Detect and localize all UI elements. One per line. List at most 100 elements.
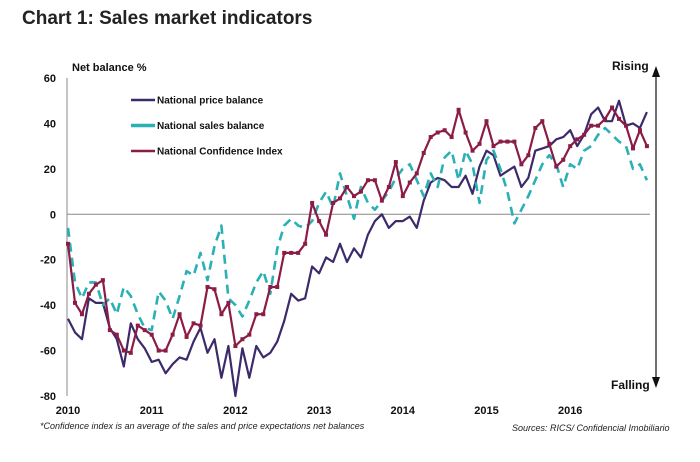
- data-point-national-confidence-index: [582, 132, 587, 137]
- data-point-national-confidence-index: [400, 194, 405, 199]
- data-point-national-confidence-index: [247, 332, 252, 337]
- y-tick-label: -80: [40, 391, 56, 403]
- data-point-national-confidence-index: [240, 337, 245, 342]
- data-point-national-confidence-index: [282, 250, 287, 255]
- data-point-national-confidence-index: [338, 196, 343, 201]
- data-point-national-confidence-index: [149, 332, 154, 337]
- x-tick-label: 2013: [307, 405, 331, 417]
- series-line-national-price-balance: [67, 99, 648, 398]
- data-point-national-confidence-index: [331, 200, 336, 205]
- data-point-national-confidence-index: [477, 141, 482, 146]
- y-tick-labels: 60 40 20 0 -20 -40 -60 -80: [40, 73, 56, 403]
- data-point-national-confidence-index: [393, 160, 398, 165]
- data-point-national-confidence-index: [435, 130, 440, 135]
- data-point-national-confidence-index: [296, 250, 301, 255]
- source-note: Sources: RICS/ Confidencial Imobiliario: [512, 423, 670, 433]
- x-tick-label: 2015: [474, 405, 498, 417]
- series-group: [66, 99, 649, 398]
- data-point-national-confidence-index: [303, 241, 308, 246]
- x-tick-label: 2010: [56, 405, 80, 417]
- data-point-national-confidence-index: [617, 116, 622, 121]
- data-point-national-confidence-index: [519, 162, 524, 167]
- data-point-national-confidence-index: [421, 150, 426, 155]
- data-point-national-confidence-index: [128, 350, 133, 355]
- data-point-national-confidence-index: [233, 344, 238, 349]
- data-point-national-confidence-index: [372, 178, 377, 183]
- data-point-national-confidence-index: [644, 144, 649, 149]
- data-point-national-confidence-index: [540, 119, 545, 124]
- data-point-national-confidence-index: [449, 135, 454, 140]
- arrow-down-icon: [652, 377, 660, 388]
- data-point-national-confidence-index: [428, 135, 433, 140]
- data-point-national-confidence-index: [624, 123, 628, 128]
- y-tick-label: 20: [44, 164, 56, 176]
- data-point-national-confidence-index: [100, 278, 105, 283]
- data-point-national-confidence-index: [114, 332, 119, 337]
- data-point-national-confidence-index: [107, 328, 112, 333]
- falling-label: Falling: [611, 378, 650, 392]
- series-line-national-sales-balance: [66, 126, 649, 332]
- legend-label: National price balance: [157, 96, 264, 107]
- data-point-national-confidence-index: [498, 139, 503, 144]
- y-tick-label: -60: [40, 346, 56, 358]
- data-point-national-confidence-index: [470, 148, 475, 153]
- data-point-national-confidence-index: [512, 139, 517, 144]
- data-point-national-confidence-index: [205, 284, 210, 289]
- data-point-national-confidence-index: [484, 119, 489, 124]
- y-tick-label: 0: [50, 209, 56, 221]
- data-point-national-confidence-index: [526, 153, 531, 158]
- data-point-national-confidence-index: [386, 185, 391, 190]
- data-point-national-confidence-index: [135, 323, 140, 328]
- data-point-national-confidence-index: [568, 144, 573, 149]
- data-point-national-confidence-index: [637, 128, 642, 133]
- data-point-national-confidence-index: [184, 334, 189, 339]
- data-point-national-confidence-index: [121, 348, 126, 353]
- data-point-national-confidence-index: [79, 312, 84, 317]
- data-point-national-confidence-index: [310, 200, 315, 205]
- legend-label: National Confidence Index: [157, 147, 283, 158]
- data-point-national-confidence-index: [317, 219, 322, 224]
- data-point-national-confidence-index: [226, 300, 231, 305]
- y-tick-label: 40: [44, 118, 56, 130]
- x-tick-label: 2014: [391, 405, 416, 417]
- data-point-national-confidence-index: [365, 178, 370, 183]
- data-point-national-confidence-index: [212, 287, 217, 292]
- data-point-national-confidence-index: [603, 116, 608, 121]
- x-tick-label: 2011: [140, 405, 164, 417]
- y-tick-label: -40: [40, 300, 56, 312]
- data-point-national-confidence-index: [142, 328, 147, 333]
- data-point-national-confidence-index: [254, 312, 259, 317]
- data-point-national-confidence-index: [414, 171, 419, 176]
- data-point-national-confidence-index: [191, 321, 196, 326]
- data-point-national-confidence-index: [630, 146, 635, 151]
- arrow-up-icon: [652, 66, 660, 77]
- data-point-national-confidence-index: [72, 300, 77, 305]
- data-point-national-confidence-index: [505, 139, 510, 144]
- footnote: *Confidence index is an average of the s…: [40, 421, 365, 431]
- data-point-national-confidence-index: [324, 232, 329, 237]
- data-point-national-confidence-index: [66, 241, 70, 246]
- data-point-national-confidence-index: [163, 348, 168, 353]
- data-point-national-confidence-index: [589, 123, 594, 128]
- data-point-national-confidence-index: [547, 141, 552, 146]
- data-point-national-confidence-index: [93, 282, 98, 287]
- data-point-national-confidence-index: [86, 291, 91, 296]
- data-point-national-confidence-index: [596, 123, 601, 128]
- data-point-national-confidence-index: [533, 125, 538, 130]
- data-point-national-confidence-index: [261, 312, 266, 317]
- data-point-national-confidence-index: [198, 323, 203, 328]
- x-tick-labels: 2010 2011 2012 2013 2014 2015 2016: [56, 405, 583, 417]
- data-point-national-confidence-index: [268, 284, 273, 289]
- data-point-national-confidence-index: [219, 312, 224, 317]
- legend-label: National sales balance: [157, 121, 265, 132]
- x-tick-label: 2012: [223, 405, 247, 417]
- data-point-national-confidence-index: [275, 284, 280, 289]
- x-tick-label: 2016: [558, 405, 582, 417]
- data-point-national-confidence-index: [170, 332, 175, 337]
- data-point-national-confidence-index: [610, 105, 615, 110]
- data-point-national-confidence-index: [561, 157, 566, 162]
- data-point-national-confidence-index: [358, 189, 363, 194]
- y-tick-label: -20: [40, 255, 56, 267]
- data-point-national-confidence-index: [575, 137, 580, 142]
- data-point-national-confidence-index: [156, 348, 161, 353]
